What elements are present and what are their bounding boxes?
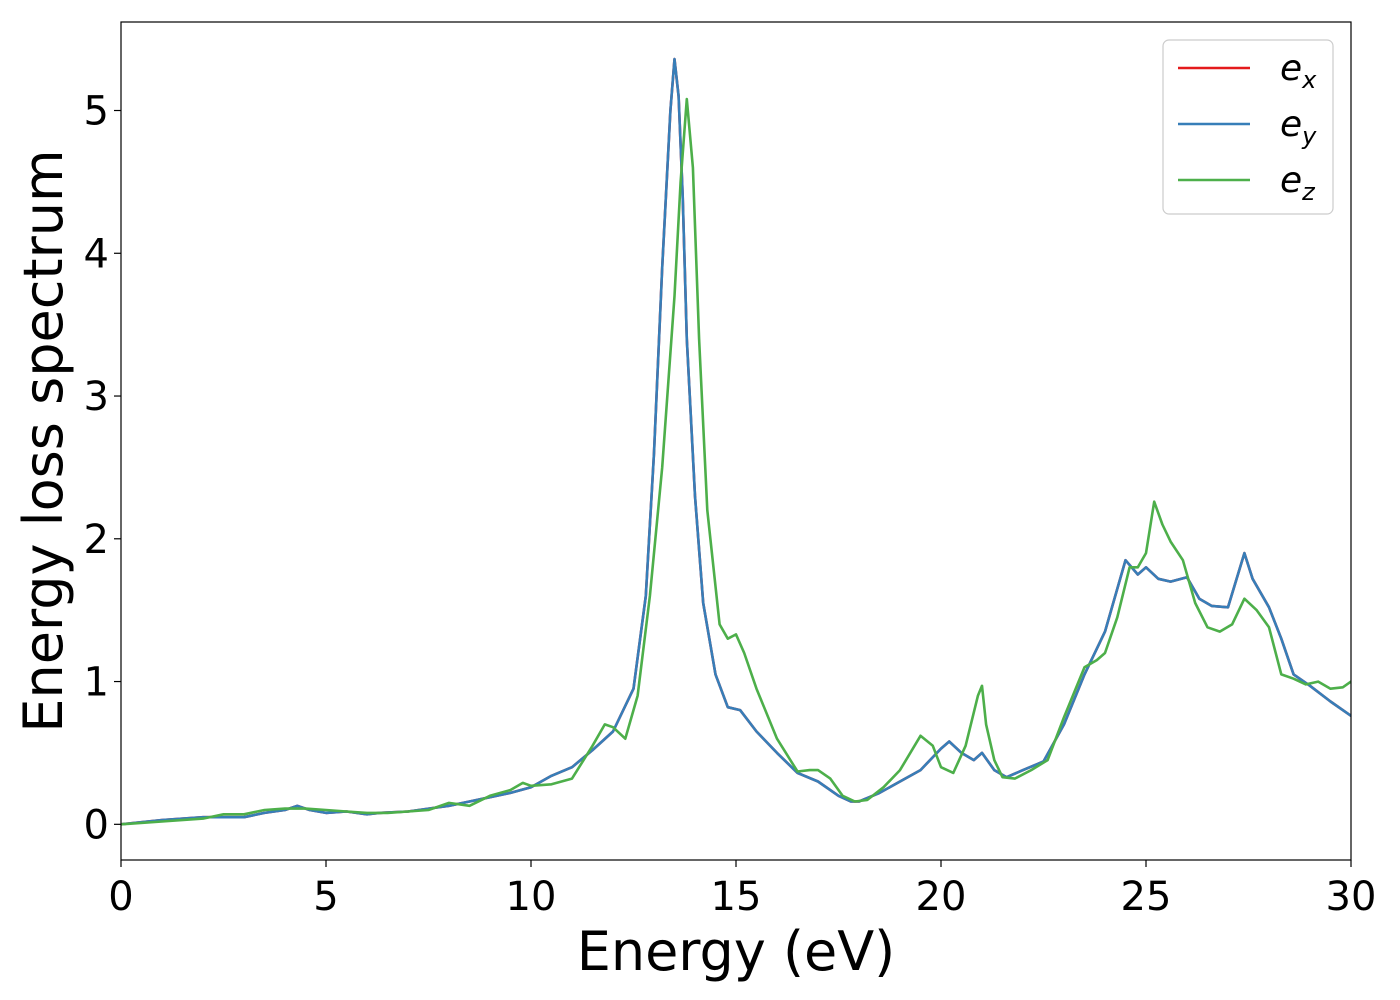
x-axis-ticks: 0 5 10 15 20 25 30 [108,860,1376,920]
legend-label-subscript: z [1301,178,1316,206]
x-tick-label: 20 [916,874,967,920]
x-tick-label: 25 [1121,874,1172,920]
x-tick-label: 10 [506,874,557,920]
plot-area [121,22,1351,860]
y-axis-label: Energy loss spectrum [12,149,75,732]
legend-label-y: ey [1280,104,1317,150]
x-tick-label: 5 [313,874,338,920]
y-tick-label: 1 [84,660,109,706]
y-tick-label: 3 [84,374,109,420]
y-tick-label: 5 [84,89,109,135]
legend-label-z: ez [1280,160,1316,206]
y-tick-label: 4 [84,231,109,277]
legend-box [1162,39,1334,215]
legend-label-base: e [1280,104,1302,145]
series-line-z [121,97,1351,826]
x-axis-label: Energy (eV) [577,920,896,983]
x-tick-label: 30 [1326,874,1377,920]
legend-label-subscript: y [1301,122,1317,150]
series-layer [121,57,1351,826]
x-tick-label: 0 [108,874,133,920]
y-axis-ticks: 0 1 2 3 4 5 [84,89,121,848]
x-tick-label: 15 [711,874,762,920]
y-tick-label: 0 [84,802,109,848]
legend-label-x: ex [1280,48,1317,94]
y-tick-label: 2 [84,517,109,563]
legend-label-base: e [1280,160,1302,201]
legend-label-base: e [1280,48,1302,89]
legend-label-subscript: x [1301,66,1317,94]
